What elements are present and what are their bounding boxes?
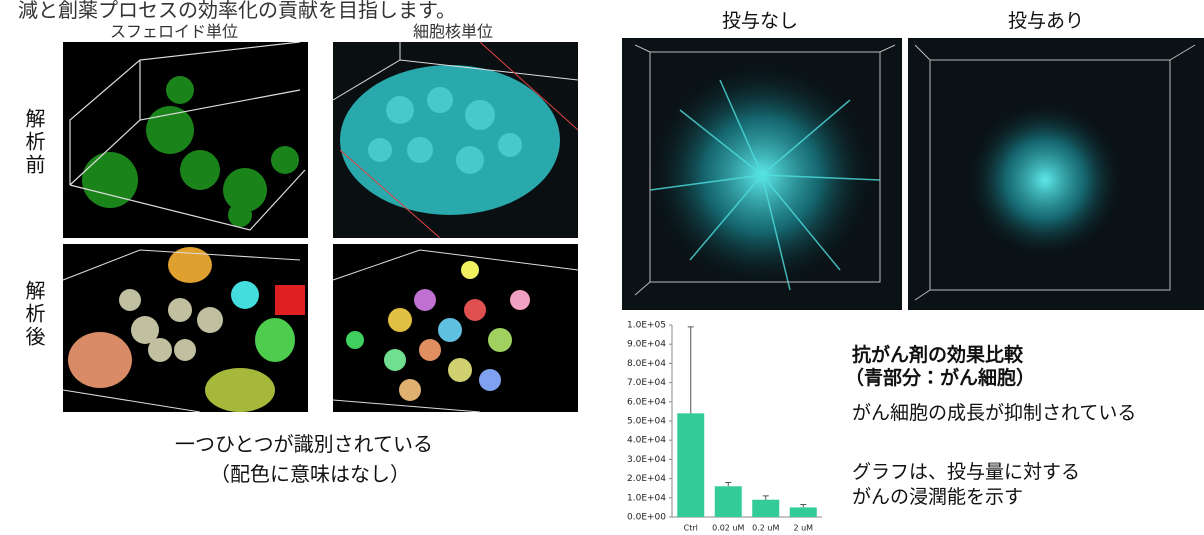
y-tick-label: 2.0E+04 (627, 474, 666, 484)
x-tick-label: 0.2 uM (752, 524, 779, 533)
y-tick-label: 1.0E+05 (627, 321, 666, 331)
error-bar (762, 495, 769, 500)
note: グラフは、投与量に対する (852, 461, 1081, 483)
y-tick-label: 5.0E+04 (627, 417, 666, 427)
y-tick-label: 3.0E+04 (627, 455, 666, 465)
y-tick-label: 4.0E+04 (627, 436, 666, 446)
y-tick-label: 0.0E+00 (627, 513, 666, 523)
x-tick-label: Ctrl (684, 524, 698, 533)
y-tick-label: 9.0E+04 (627, 340, 666, 350)
image-nucleus-after (332, 244, 579, 413)
bar (752, 499, 780, 517)
bar (677, 413, 705, 517)
y-tick-label: 7.0E+04 (627, 378, 666, 388)
x-tick-label: 0.02 uM (712, 524, 744, 533)
image-treated (908, 38, 1204, 310)
image-untreated (622, 38, 902, 310)
bar (714, 486, 742, 517)
x-tick-label: 2 uM (793, 524, 813, 533)
error-bar (725, 481, 732, 487)
note-title: 抗がん剤の効果比較 (852, 344, 1024, 366)
image-spheroid-before (63, 41, 308, 238)
y-tick-label: 6.0E+04 (627, 397, 666, 407)
column-header: 投与あり (1008, 10, 1085, 32)
row-header: 解析前 (22, 108, 46, 177)
caption: （配色に意味はなし） (210, 462, 410, 486)
y-tick-label: 8.0E+04 (627, 359, 666, 369)
note: がん細胞の成長が抑制されている (852, 402, 1137, 424)
note: （青部分：がん細胞） (845, 367, 1036, 389)
row-header: 解析後 (22, 280, 46, 349)
column-header: 投与なし (722, 10, 799, 32)
column-header: スフェロイド単位 (110, 22, 239, 41)
image-spheroid-after (62, 244, 308, 413)
column-header: 細胞核単位 (413, 22, 494, 41)
image-nucleus-before (332, 41, 579, 239)
error-bar (687, 326, 694, 414)
caption: 一つひとつが識別されている (175, 432, 433, 456)
error-bar (800, 504, 807, 508)
note: がんの浸潤能を示す (852, 486, 1024, 508)
bar (789, 507, 817, 517)
intro-text: 減と創薬プロセスの効率化の貢献を目指します。 (18, 0, 456, 22)
y-tick-label: 1.0E+04 (627, 493, 666, 503)
